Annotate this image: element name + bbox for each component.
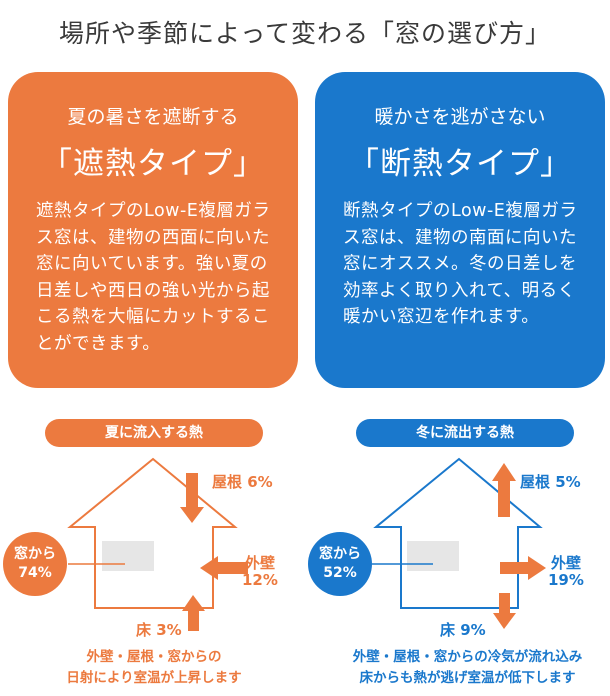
summer-caption-line2: 日射により室温が上昇します bbox=[66, 670, 242, 686]
summer-wall-arrow-icon bbox=[200, 556, 248, 580]
summer-caption: 外壁・屋根・窓からの 日射により室温が上昇します bbox=[30, 647, 278, 689]
page-title: 場所や季節によって変わる「窓の選び方」 bbox=[58, 19, 551, 48]
card-heading: 「遮熱タイプ」 bbox=[41, 146, 265, 182]
winter-wall-label: 外壁 bbox=[551, 554, 582, 572]
summer-roof-label: 屋根 6% bbox=[212, 473, 273, 491]
winter-caption-line2: 床からも熱が逃げ室温が低下します bbox=[359, 670, 576, 686]
winter-floor-arrow-icon bbox=[493, 593, 516, 629]
winter-caption-line1: 外壁・屋根・窓からの冷気が流れ込み bbox=[352, 649, 583, 665]
summer-roof-arrow-icon bbox=[180, 473, 204, 523]
heat-shield-card: 夏の暑さを遮断する 「遮熱タイプ」 遮熱タイプのLow-E複層ガラス窓は、建物の… bbox=[8, 72, 298, 388]
card-heading: 「断熱タイプ」 bbox=[348, 146, 572, 182]
winter-roof-label: 屋根 5% bbox=[520, 473, 581, 491]
winter-window-badge-label: 窓から bbox=[319, 546, 361, 562]
winter-window bbox=[407, 541, 459, 571]
winter-house-outline bbox=[373, 457, 543, 609]
card-body: 遮熱タイプのLow-E複層ガラス窓は、建物の西面に向いた窓に向いています。強い夏… bbox=[36, 201, 271, 354]
card-body: 断熱タイプのLow-E複層ガラス窓は、建物の南面に向いた窓にオススメ。冬の日差し… bbox=[343, 201, 578, 327]
winter-window-badge-value: 52% bbox=[323, 565, 357, 581]
summer-caption-line1: 外壁・屋根・窓からの bbox=[86, 649, 222, 665]
summer-floor-label: 床 3% bbox=[136, 621, 182, 639]
summer-window bbox=[102, 541, 154, 571]
summer-house-outline bbox=[67, 457, 238, 609]
winter-wall-value: 19% bbox=[548, 571, 584, 589]
winter-caption: 外壁・屋根・窓からの冷気が流れ込み 床からも熱が逃げ室温が低下します bbox=[325, 647, 610, 689]
card-subtitle: 夏の暑さを遮断する bbox=[67, 106, 239, 128]
winter-heat-pill: 冬に流出する熱 bbox=[356, 419, 574, 447]
winter-roof-arrow-icon bbox=[492, 463, 516, 517]
heat-flow-diagram bbox=[67, 457, 546, 631]
winter-floor-label: 床 9% bbox=[440, 621, 486, 639]
summer-wall-value: 12% bbox=[242, 571, 278, 589]
winter-window-badge: 窓から 52% bbox=[308, 532, 372, 596]
winter-wall-arrow-icon bbox=[500, 556, 546, 580]
summer-window-badge-value: 74% bbox=[18, 565, 52, 581]
insulation-card: 暖かさを逃がさない 「断熱タイプ」 断熱タイプのLow-E複層ガラス窓は、建物の… bbox=[315, 72, 605, 388]
summer-heat-pill: 夏に流入する熱 bbox=[45, 419, 263, 447]
card-subtitle: 暖かさを逃がさない bbox=[374, 106, 546, 128]
summer-window-badge-label: 窓から bbox=[14, 546, 56, 562]
summer-wall-label: 外壁 bbox=[245, 554, 276, 572]
summer-window-badge: 窓から 74% bbox=[3, 532, 67, 596]
summer-floor-arrow-icon bbox=[182, 595, 205, 631]
